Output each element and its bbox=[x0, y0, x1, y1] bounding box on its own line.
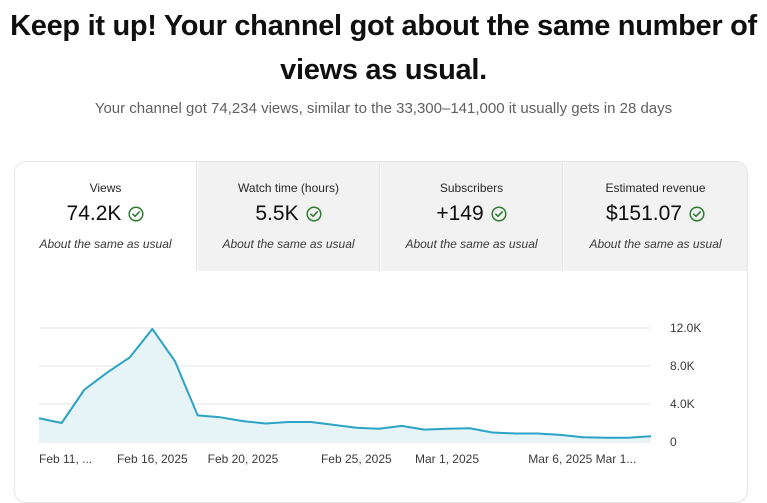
tab-views[interactable]: Views 74.2K About the same as usual bbox=[15, 162, 197, 271]
data-point bbox=[377, 427, 381, 431]
data-point bbox=[400, 424, 404, 428]
data-point bbox=[128, 355, 132, 359]
data-point bbox=[422, 428, 426, 432]
check-circle-icon bbox=[491, 206, 507, 222]
data-point bbox=[241, 419, 245, 423]
views-summary: Your channel got 74,234 views, similar t… bbox=[94, 100, 673, 117]
x-tick-label: Feb 20, 2025 bbox=[208, 452, 279, 466]
tab-value: $151.07 bbox=[606, 202, 682, 225]
tab-note: About the same as usual bbox=[405, 237, 538, 251]
y-tick-label: 8.0K bbox=[670, 359, 695, 373]
check-circle-icon bbox=[128, 206, 144, 222]
y-tick-label: 0 bbox=[670, 435, 677, 449]
tab-estimated-revenue[interactable]: Estimated revenue $151.07 About the same… bbox=[564, 162, 747, 271]
metric-tabs: Views 74.2K About the same as usual Watc… bbox=[15, 162, 747, 271]
data-point bbox=[309, 420, 313, 424]
tab-label: Estimated revenue bbox=[605, 181, 706, 195]
data-point bbox=[105, 371, 109, 375]
tab-subscribers[interactable]: Subscribers +149 About the same as usual bbox=[381, 162, 563, 271]
tab-watch-time[interactable]: Watch time (hours) 5.5K About the same a… bbox=[198, 162, 380, 271]
y-tick-label: 4.0K bbox=[670, 397, 695, 411]
metrics-card: Views 74.2K About the same as usual Watc… bbox=[14, 161, 748, 503]
x-tick-label: Mar 1... bbox=[596, 452, 637, 466]
headline: Keep it up! Your channel got about the s… bbox=[10, 10, 757, 86]
data-point bbox=[37, 416, 41, 420]
data-point bbox=[82, 388, 86, 392]
data-point bbox=[264, 421, 268, 425]
data-point bbox=[196, 413, 200, 417]
check-circle-icon bbox=[689, 206, 705, 222]
tab-note: About the same as usual bbox=[222, 237, 355, 251]
views-area bbox=[39, 328, 651, 442]
tab-note: About the same as usual bbox=[589, 237, 722, 251]
tab-label: Subscribers bbox=[439, 181, 504, 195]
data-point bbox=[581, 435, 585, 439]
data-point bbox=[490, 431, 494, 435]
data-point bbox=[604, 436, 608, 440]
tab-value: +149 bbox=[436, 202, 484, 225]
tab-note: About the same as usual bbox=[39, 237, 172, 251]
x-tick-label: Mar 1, 2025 bbox=[415, 452, 479, 466]
y-tick-label: 12.0K bbox=[670, 321, 701, 335]
data-point bbox=[60, 421, 64, 425]
tab-label: Views bbox=[89, 181, 122, 195]
data-point bbox=[558, 433, 562, 437]
x-tick-label: Mar 6, 2025 bbox=[528, 452, 592, 466]
data-point bbox=[150, 327, 154, 331]
tab-value: 74.2K bbox=[66, 202, 122, 225]
tab-value: 5.5K bbox=[255, 202, 299, 225]
data-point bbox=[445, 427, 449, 431]
tab-label: Watch time (hours) bbox=[238, 181, 339, 195]
x-tick-label: Feb 11, ... bbox=[39, 452, 92, 466]
data-point bbox=[649, 434, 653, 438]
x-tick-label: Feb 16, 2025 bbox=[117, 452, 188, 466]
data-point bbox=[173, 359, 177, 363]
data-point bbox=[513, 431, 517, 435]
views-chart: 12.0K 8.0K 4.0K 0 Feb 11, ... Feb 16, 2025 Feb… bbox=[37, 321, 701, 466]
check-circle-icon bbox=[306, 206, 322, 222]
data-point bbox=[354, 426, 358, 430]
views-line bbox=[38, 327, 652, 439]
x-tick-label: Feb 25, 2025 bbox=[321, 452, 392, 466]
data-point bbox=[468, 426, 472, 430]
data-point bbox=[286, 420, 290, 424]
data-point bbox=[626, 436, 630, 440]
data-point bbox=[218, 415, 222, 419]
data-point bbox=[332, 423, 336, 427]
data-point bbox=[536, 431, 540, 435]
